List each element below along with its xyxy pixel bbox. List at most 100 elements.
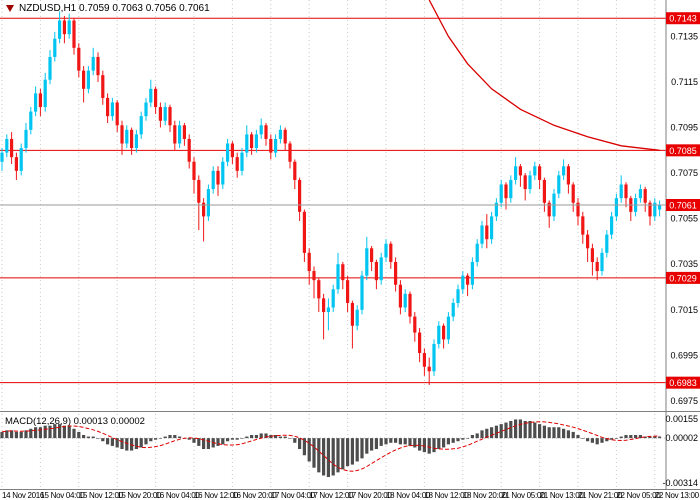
x-axis-label: 16 Nov 12:00 [194,491,239,500]
x-axis-label: 17 Nov 20:00 [348,491,393,500]
macd-bar [336,438,340,473]
candle-body [34,93,38,112]
candle-body [264,125,268,139]
candle-body [480,225,484,244]
macd-bar [197,438,201,446]
macd-bar [62,425,66,439]
candle-body [197,179,201,203]
candle-body [389,243,393,262]
candle-body [350,302,354,326]
macd-bar [403,438,407,445]
candle-body [48,56,52,80]
macd-bar [254,435,258,439]
horizontal-levels[interactable] [0,17,666,384]
macd-bar [206,438,210,450]
candle-body [130,129,134,149]
candle-body [77,47,81,71]
candle-body [206,189,210,217]
candle-body [619,184,623,199]
macd-bar [230,438,234,440]
candle-body [504,184,508,199]
y-axis-label: 0.6995 [670,350,698,360]
macd-bar [302,438,306,456]
candle-body [360,275,364,310]
candle-body [346,280,350,303]
macd-label: MACD(12,26,9) 0.00013 0.00002 [5,416,145,427]
macd-bar [427,438,431,454]
candle-body [29,111,33,130]
candle-body [110,102,114,117]
macd-bar [264,433,268,439]
candle-body [499,184,503,203]
macd-bar [144,438,148,445]
macd-bar [619,436,623,439]
price-badge [666,12,700,25]
candle-body [221,161,225,185]
candle-body [192,161,196,180]
candle-body [58,20,62,39]
macd-bar [653,436,657,439]
macd-bar [43,425,47,439]
candle-body [120,125,124,144]
macd-bar [240,438,244,439]
macd-bar [221,438,225,445]
macd-bar [58,424,62,439]
macd-bar [235,438,239,440]
candle-body [115,102,119,126]
candle-body [288,143,292,162]
candle-body [379,257,383,281]
macd-bar [566,430,570,439]
macd-bar [24,430,28,439]
x-axis-label: 18 Nov 04:00 [386,491,431,500]
candle-body [82,70,86,89]
macd-bar [120,438,124,450]
candle-body [62,20,66,35]
candle-body [576,202,580,217]
macd-bar [154,438,158,440]
macd-bar [53,424,57,439]
candle-body [571,184,575,203]
candle-body [658,205,662,210]
y-axis-label: 0.7035 [670,259,698,269]
macd-bar [480,430,484,439]
candle-body [485,225,489,240]
macd-bar [346,438,350,467]
candle-body [5,138,9,153]
candle-body [67,20,71,35]
candle-body [557,175,561,194]
macd-bar [581,438,585,439]
macd-bar [629,435,633,439]
macd-bar [422,438,426,453]
macd-bar [130,438,134,451]
price-badge [666,376,700,389]
price-badge-label: 0.7143 [669,14,697,24]
candle-body [624,184,628,199]
macd-bar [274,435,278,439]
trendline[interactable] [428,0,660,151]
macd-bar [562,428,566,439]
macd-bar [451,438,455,443]
candle-body [437,325,441,344]
macd-bar [542,425,546,439]
candle-body [456,289,460,303]
macd-bar [557,427,561,439]
candle-body [562,166,566,176]
candle-body [336,264,340,290]
macd-bar [278,436,282,439]
candle-body [610,216,614,235]
candle-body [475,243,479,262]
macd-bar [605,438,609,442]
macd-bar [245,436,249,439]
macd-bar [408,438,412,446]
candle-body [326,307,330,313]
candle-body [586,234,590,249]
macd-bar [379,438,383,446]
macd-bar [350,438,354,465]
macd-bar [538,424,542,439]
macd-bar [110,438,114,446]
candle-body [19,148,23,171]
candle-body [418,332,422,354]
macd-bar [595,438,599,445]
